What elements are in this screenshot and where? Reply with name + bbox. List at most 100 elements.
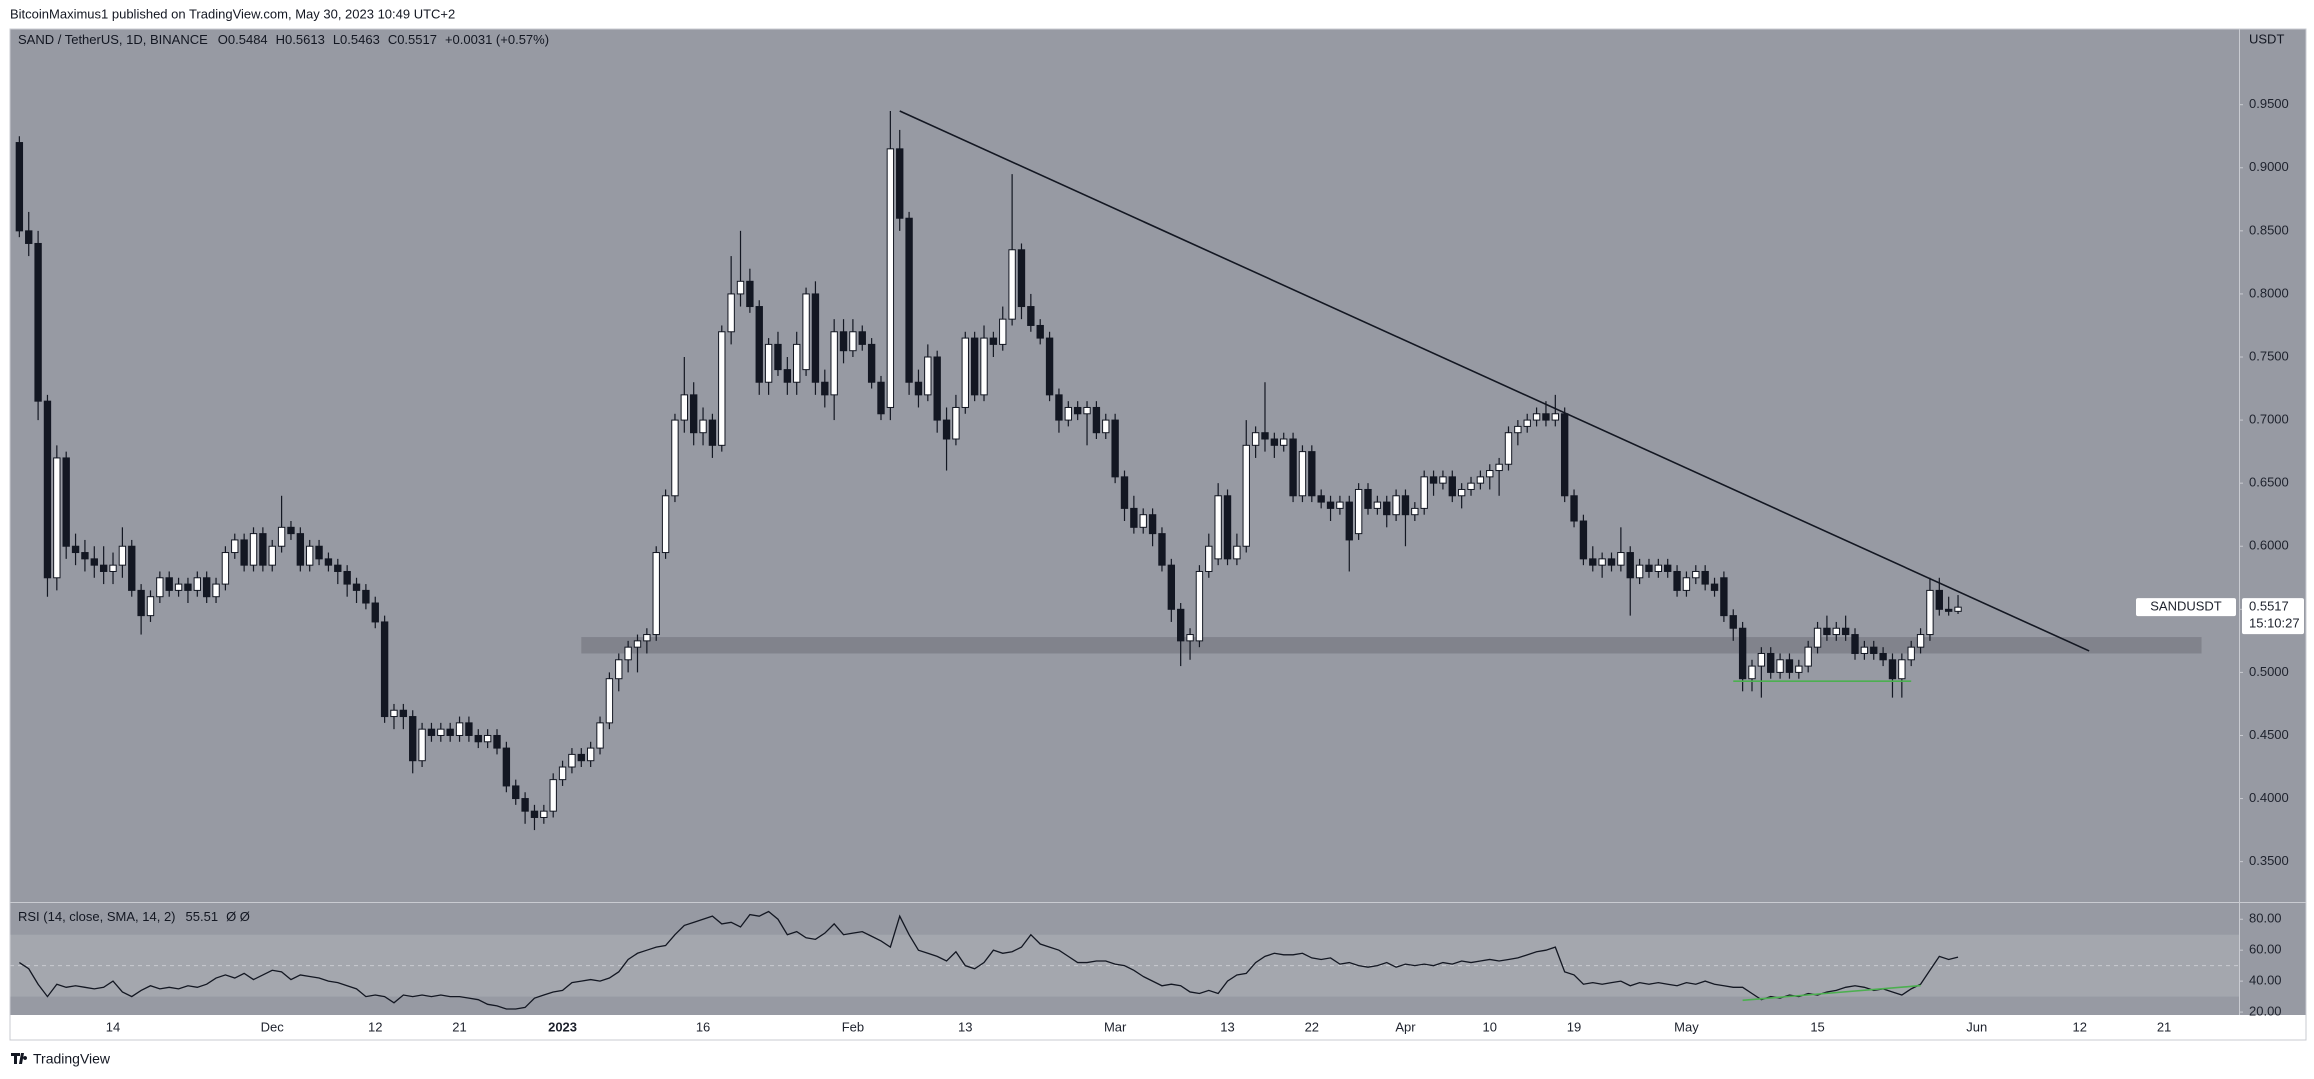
candle-body xyxy=(905,217,913,383)
legend-key: L xyxy=(333,32,340,47)
candle-body xyxy=(736,280,745,295)
price-legend: SAND / TetherUS, 1D, BINANCE O0.5484 H0.56… xyxy=(18,32,549,47)
candle-body xyxy=(586,747,595,762)
legend-value: 0.5484 xyxy=(228,32,268,47)
candle-body xyxy=(1617,552,1625,566)
candle-body xyxy=(446,728,454,736)
rsi-title: RSI (14, close, SMA, 14, 2) xyxy=(18,909,176,924)
candle-body xyxy=(727,293,735,333)
x-tick-label: 13 xyxy=(1220,1019,1234,1034)
candle-body xyxy=(989,337,998,345)
candle-body xyxy=(615,659,623,680)
candle-body xyxy=(1177,608,1185,642)
candle-body xyxy=(764,343,773,383)
candle-body xyxy=(202,577,211,598)
candle-body xyxy=(1551,413,1559,421)
candle-body xyxy=(1907,646,1915,661)
x-tick-label: 12 xyxy=(2073,1019,2087,1034)
candle-body xyxy=(1457,488,1466,497)
candle-body xyxy=(1364,488,1372,509)
candle-body xyxy=(1251,432,1260,446)
candle-body xyxy=(1598,558,1606,566)
candle-body xyxy=(43,400,52,579)
candle-body xyxy=(521,798,529,812)
x-tick-label: 10 xyxy=(1483,1019,1497,1034)
candle-body xyxy=(343,570,351,585)
candle-body xyxy=(1607,558,1616,566)
candle-body xyxy=(1045,337,1054,396)
y-tick-label: 0.4500 xyxy=(2249,727,2289,742)
candle-body xyxy=(661,495,670,554)
candle-body xyxy=(268,545,276,566)
candle-body xyxy=(802,293,810,371)
candle-body xyxy=(53,457,61,579)
candle-body xyxy=(577,753,585,762)
candle-body xyxy=(961,337,969,408)
candle-body xyxy=(811,293,820,383)
candle-body xyxy=(184,583,192,591)
y-tick-label: 0.9500 xyxy=(2249,96,2289,111)
x-tick-label: 2023 xyxy=(548,1019,577,1034)
candle-body xyxy=(1823,627,1831,636)
candle-body xyxy=(1710,583,1719,591)
rsi-legend: RSI (14, close, SMA, 14, 2) 55.51 Ø Ø xyxy=(18,909,250,924)
candle-body xyxy=(1233,545,1241,560)
candle-body xyxy=(886,148,895,408)
y-tick-label: 0.5000 xyxy=(2249,664,2289,679)
candle-body xyxy=(549,779,557,812)
candle-body xyxy=(1682,577,1691,591)
candle-body xyxy=(1429,476,1438,484)
candle-body xyxy=(540,810,548,818)
candle-body xyxy=(99,564,108,572)
candle-body xyxy=(718,331,726,446)
brand-name: TradingView xyxy=(33,1051,111,1067)
legend-key: H xyxy=(276,32,285,47)
candle-body xyxy=(680,394,689,421)
candle-body xyxy=(193,577,201,591)
candle-body xyxy=(1645,564,1653,572)
candle-body xyxy=(221,552,230,585)
candle-body xyxy=(1495,463,1503,472)
candle-body xyxy=(455,722,464,736)
candle-body xyxy=(1411,507,1419,516)
x-tick-label: Feb xyxy=(842,1019,864,1034)
candle-body xyxy=(34,242,42,402)
candle-body xyxy=(128,545,136,591)
candle-body xyxy=(1514,425,1522,434)
candle-body xyxy=(1692,570,1700,579)
candle-body xyxy=(1308,451,1316,497)
candle-body xyxy=(1916,634,1925,648)
x-tick-label: 13 xyxy=(958,1019,972,1034)
publish-line: BitcoinMaximus1 published on TradingView… xyxy=(10,6,455,21)
legend-value: 0.5463 xyxy=(340,32,380,47)
brand: TradingView xyxy=(11,1051,111,1067)
x-tick-label: 15 xyxy=(1810,1019,1824,1034)
candle-body xyxy=(277,526,286,547)
y-tick-label: 0.7500 xyxy=(2249,348,2289,363)
candle-body xyxy=(315,545,323,560)
candle-body xyxy=(380,621,389,718)
candle-body xyxy=(774,343,782,371)
candle-body xyxy=(259,533,267,566)
y-tick-label: 0.9000 xyxy=(2249,159,2289,174)
candle-body xyxy=(1354,488,1363,535)
symbol-tag-box xyxy=(2136,598,2236,617)
candle-body xyxy=(465,722,473,736)
candle-body xyxy=(708,419,717,446)
candle-body xyxy=(690,394,698,434)
candle-body xyxy=(362,589,370,604)
candle-body xyxy=(25,230,33,244)
rsi-plot xyxy=(10,910,2239,1010)
candle-body xyxy=(399,709,408,718)
candle-body xyxy=(1214,495,1222,560)
x-tick-label: Dec xyxy=(261,1019,285,1034)
candle-body xyxy=(1935,589,1943,610)
candle-body xyxy=(1055,394,1063,421)
price-tag: 0.5517 xyxy=(2249,599,2289,614)
candle-body xyxy=(1345,501,1353,541)
candle-body xyxy=(839,331,848,352)
rsi-y-tick-label: 40.00 xyxy=(2249,973,2282,988)
x-tick-label: Mar xyxy=(1104,1019,1127,1034)
symbol-tag: SANDUSDT xyxy=(2150,599,2222,614)
candle-body xyxy=(1008,249,1016,320)
